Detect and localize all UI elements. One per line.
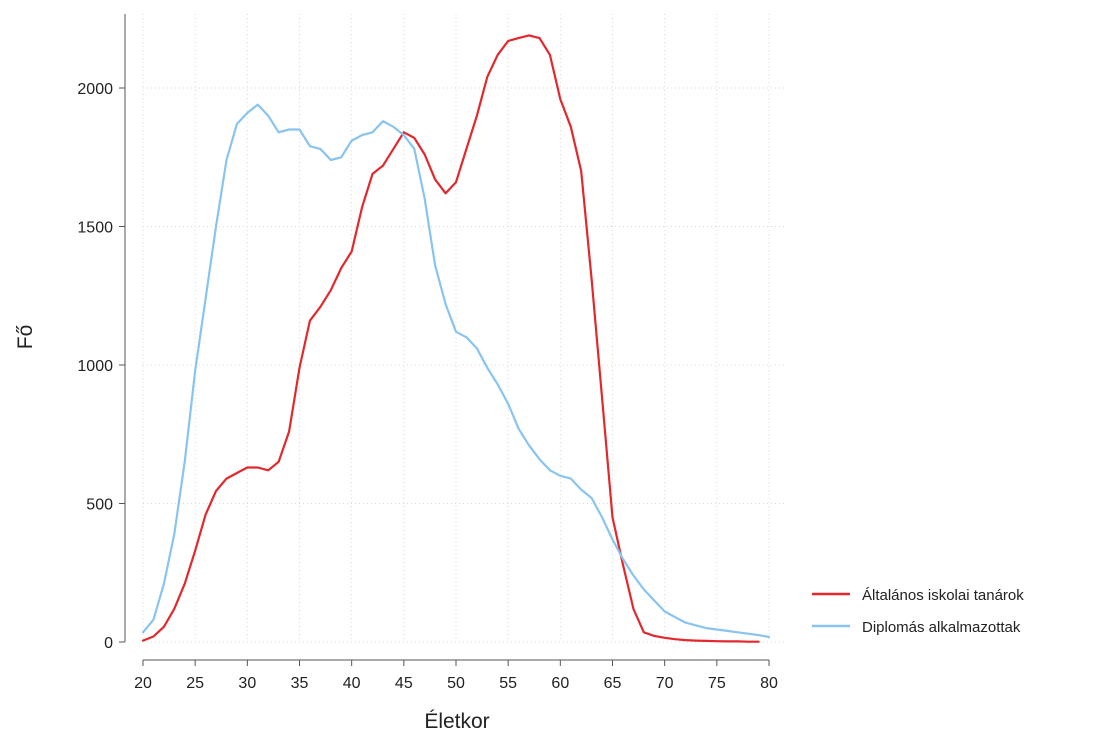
y-tick-label-1000: 1000 [77, 358, 113, 375]
legend-label-teachers: Általános iskolai tanárok [862, 587, 1024, 604]
x-tick-label-25: 25 [186, 675, 204, 692]
x-tick-label-40: 40 [343, 675, 361, 692]
x-tick-label-45: 45 [395, 675, 413, 692]
legend: Általános iskolai tanárok Diplomás alkal… [812, 587, 1024, 636]
x-tick-label-65: 65 [604, 675, 622, 692]
grid [142, 14, 787, 643]
legend-label-graduates: Diplomás alkalmazottak [862, 619, 1021, 636]
x-tick-label-80: 80 [760, 675, 778, 692]
y-axis-ticks: 0 500 1000 1500 2000 [77, 81, 125, 652]
x-tick-label-20: 20 [134, 675, 152, 692]
y-axis-title: Fő [14, 325, 37, 350]
x-tick-label-55: 55 [499, 675, 517, 692]
x-tick-label-75: 75 [708, 675, 726, 692]
series-group [141, 34, 771, 643]
x-tick-label-50: 50 [447, 675, 465, 692]
x-tick-label-60: 60 [551, 675, 569, 692]
x-tick-label-35: 35 [291, 675, 309, 692]
y-tick-label-2000: 2000 [77, 81, 113, 98]
x-axis-title: Életkor [424, 710, 489, 733]
y-tick-label-500: 500 [86, 497, 113, 514]
x-tick-label-70: 70 [656, 675, 674, 692]
x-axis-ticks: 20 25 30 35 40 45 50 55 60 65 70 75 80 [134, 660, 778, 692]
series-line-1 [141, 103, 771, 639]
axes [124, 14, 769, 661]
y-tick-label-1500: 1500 [77, 220, 113, 237]
y-tick-label-0: 0 [104, 635, 113, 652]
x-tick-label-30: 30 [238, 675, 256, 692]
series-line-0 [141, 34, 760, 643]
